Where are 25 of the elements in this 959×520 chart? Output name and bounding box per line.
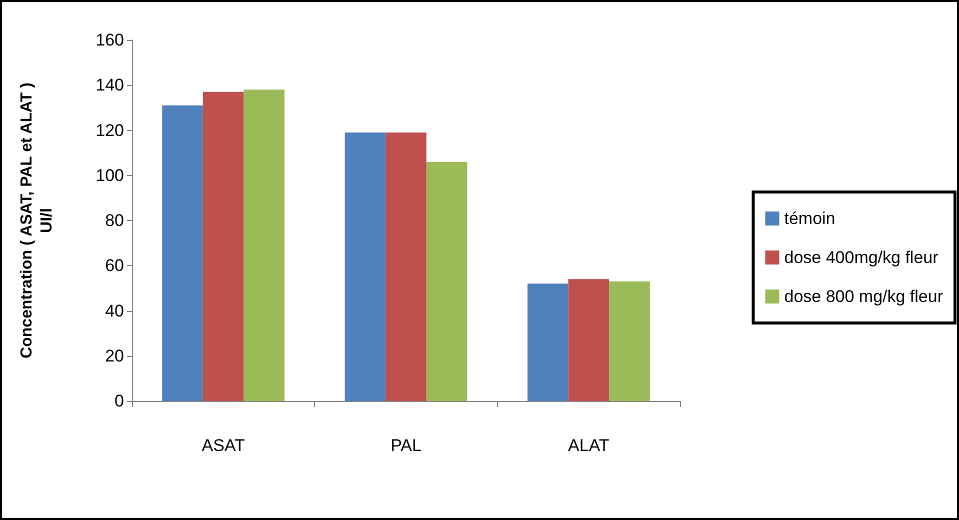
y-axis-title: Concentration ( ASAT, PAL et ALAT ) UI/l [18, 82, 56, 358]
y-tick-label: 160 [96, 30, 124, 50]
x-tick-label: ALAT [568, 436, 610, 455]
bar [426, 162, 468, 401]
bar [609, 281, 650, 401]
y-tick-label: 140 [96, 76, 124, 95]
x-tick-label: ASAT [202, 436, 245, 455]
y-tick-label: 120 [96, 120, 124, 140]
bar [162, 105, 203, 401]
bar [344, 132, 386, 401]
legend-label: témoin [784, 209, 836, 228]
y-tick-label: 20 [105, 346, 124, 366]
x-tick-label: PAL [390, 436, 422, 455]
legend-label: dose 400mg/kg fleur [784, 248, 939, 267]
y-tick-label: 100 [96, 166, 124, 185]
legend-label: dose 800 mg/kg fleur [784, 287, 944, 306]
y-tick-label: 80 [105, 211, 124, 230]
y-tick-label: 40 [105, 301, 124, 320]
bar [244, 90, 285, 401]
bar [527, 284, 568, 401]
bar [202, 92, 244, 401]
bar [386, 132, 426, 401]
y-tick-label: 60 [105, 256, 124, 276]
bar [568, 279, 610, 401]
y-tick-label: 0 [114, 392, 124, 410]
